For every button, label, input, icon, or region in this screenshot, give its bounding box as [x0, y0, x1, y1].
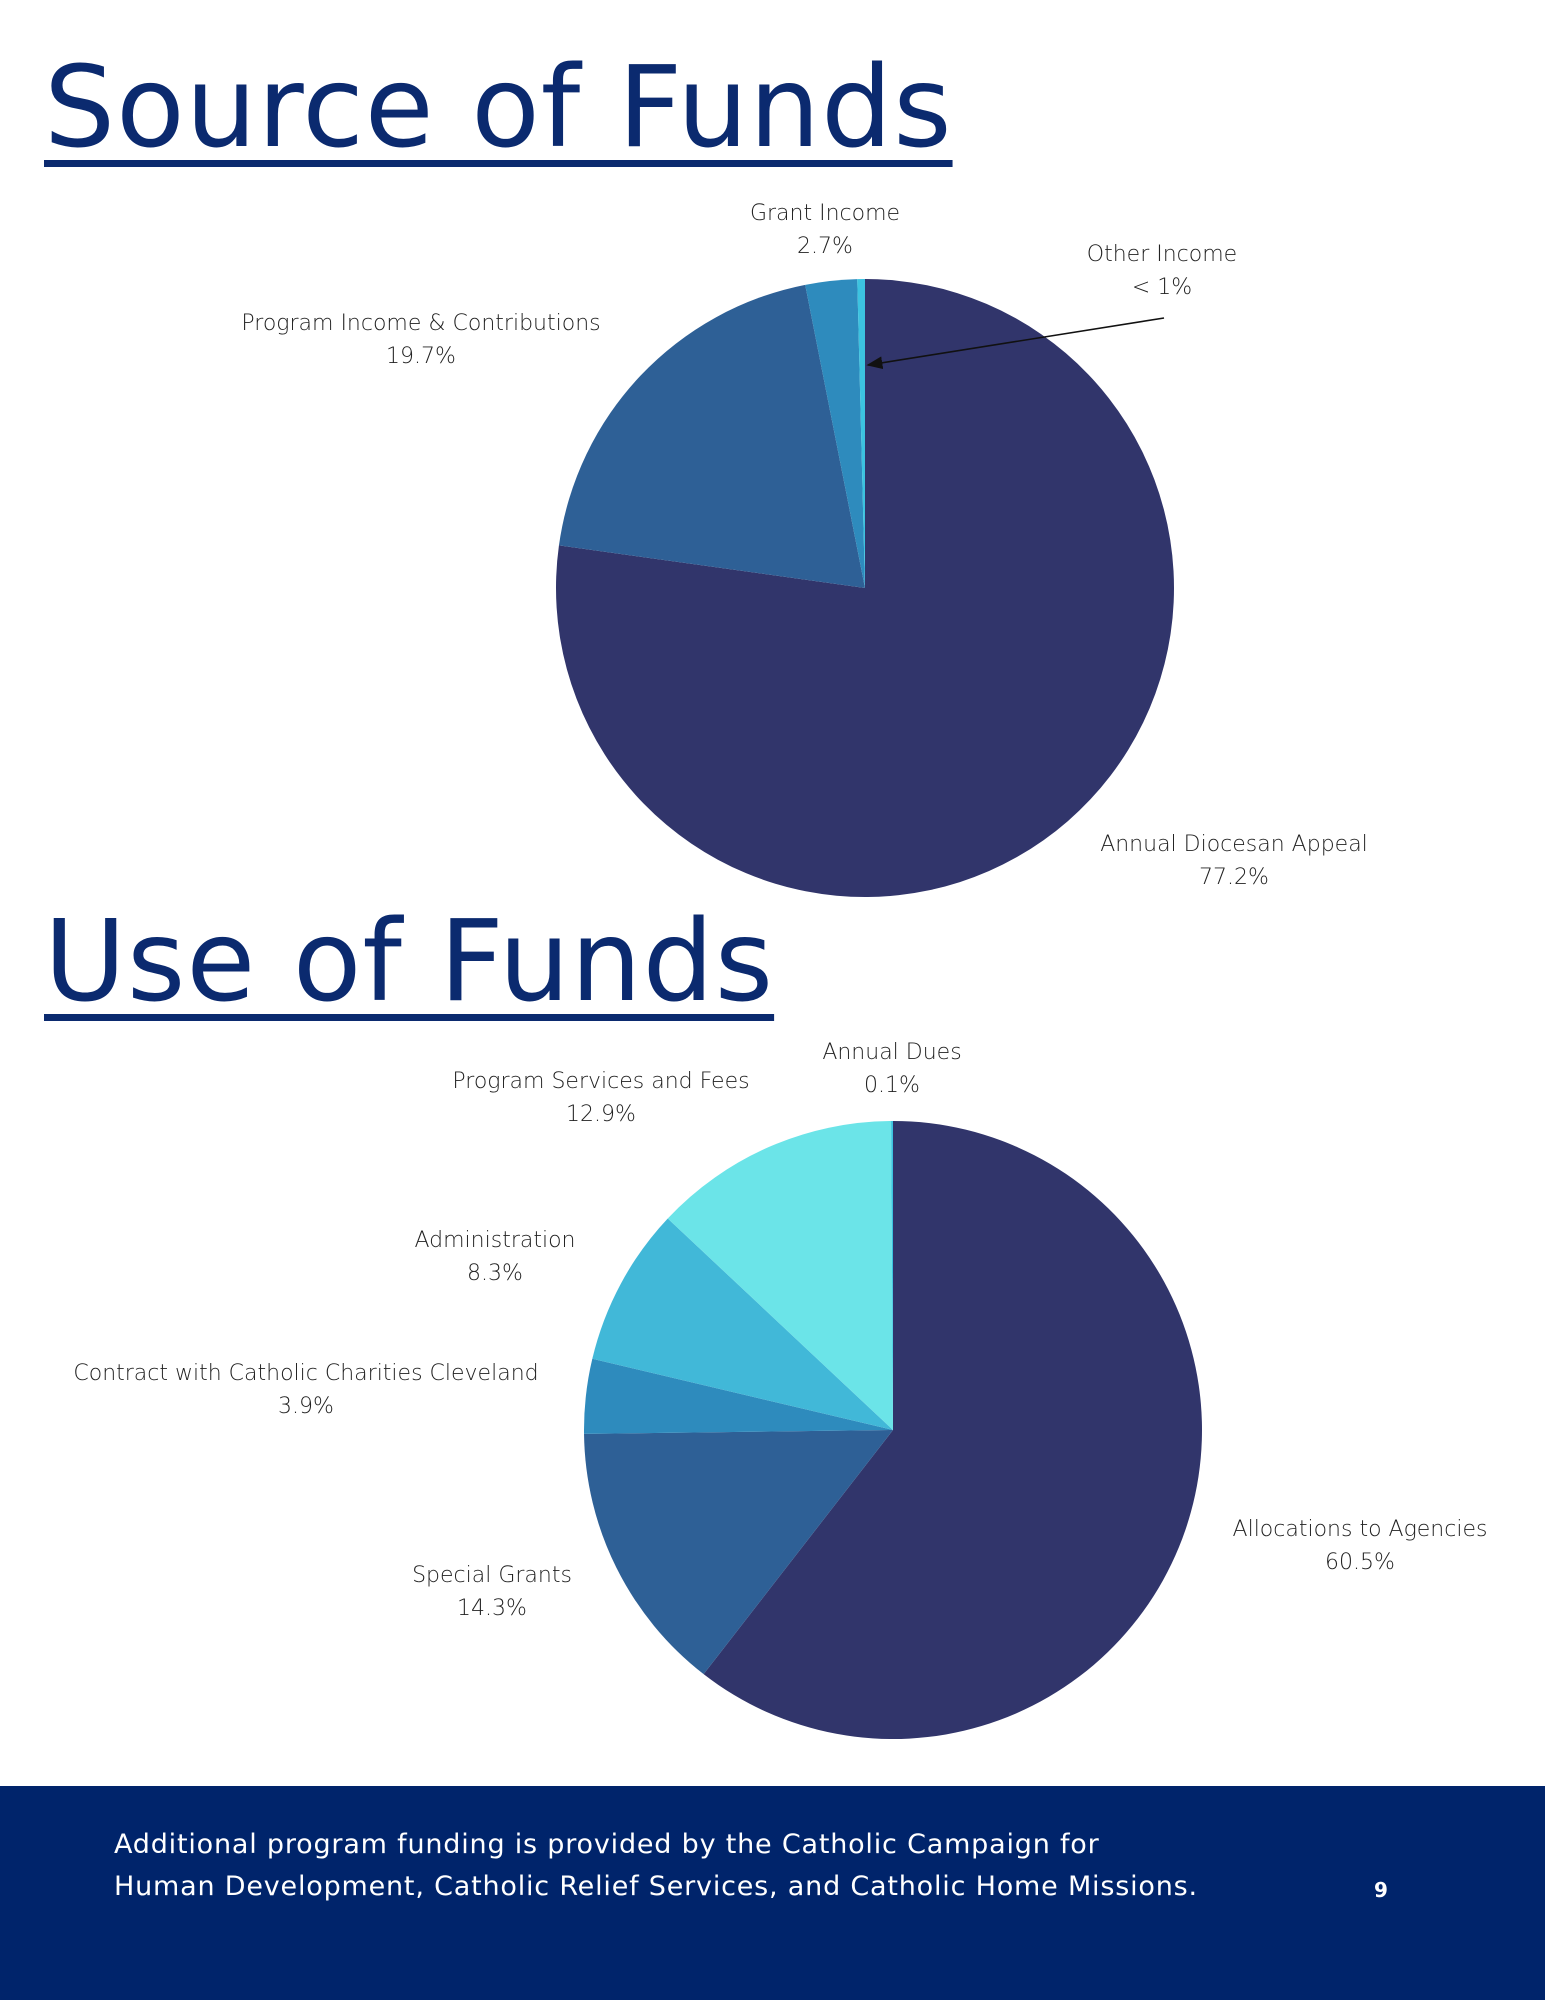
pie-slice: [556, 279, 1175, 898]
slice-value-label: < 1%: [1132, 275, 1192, 300]
slice-value-label: 14.3%: [457, 1596, 527, 1621]
slice-label: Annual Dues: [822, 1040, 961, 1065]
slice-label: Annual Diocesan Appeal: [1100, 832, 1368, 857]
slice-label: Allocations to Agencies: [1233, 1517, 1488, 1542]
slice-label: Grant Income: [750, 201, 900, 226]
slice-label: Program Income & Contributions: [241, 311, 600, 336]
chart-title: Source of Funds: [44, 43, 953, 173]
slice-label: Special Grants: [412, 1563, 572, 1588]
slice-value-label: 0.1%: [864, 1073, 920, 1098]
slice-value-label: 19.7%: [386, 344, 456, 369]
footer-text: Additional program funding is provided b…: [114, 1829, 1198, 1902]
pie-slice: [805, 279, 865, 588]
page-number: 9: [1374, 1878, 1388, 1902]
pie-slice: [558, 284, 865, 588]
pie-slice: [857, 279, 865, 588]
slice-value-label: 2.7%: [797, 234, 853, 259]
pie-slice: [703, 1121, 1203, 1739]
slice-label: Administration: [415, 1228, 576, 1253]
pie-slice: [592, 1218, 893, 1430]
pie-slice: [584, 1430, 893, 1675]
charts: Annual Diocesan Appeal 77.2% Program Incom…: [73, 201, 1488, 1739]
footer: Additional program funding is provided b…: [0, 1786, 1545, 2000]
slice-value-label: 12.9%: [566, 1102, 636, 1127]
slice-value-label: 3.9%: [278, 1394, 334, 1419]
chart-title: Use of Funds: [44, 897, 775, 1027]
slice-label: Program Services and Fees: [452, 1069, 749, 1094]
slice-value-label: 8.3%: [467, 1261, 523, 1286]
pie-slice: [667, 1121, 893, 1430]
callout-arrow: [866, 317, 1165, 370]
pie-slice: [891, 1121, 893, 1430]
pie-slice: [584, 1358, 893, 1434]
slice-label: Contract with Catholic Charities Clevela…: [73, 1361, 538, 1386]
slice-label: Other Income: [1087, 242, 1237, 267]
slice-value-label: 60.5%: [1325, 1550, 1395, 1575]
slice-value-label: 77.2%: [1199, 865, 1269, 890]
